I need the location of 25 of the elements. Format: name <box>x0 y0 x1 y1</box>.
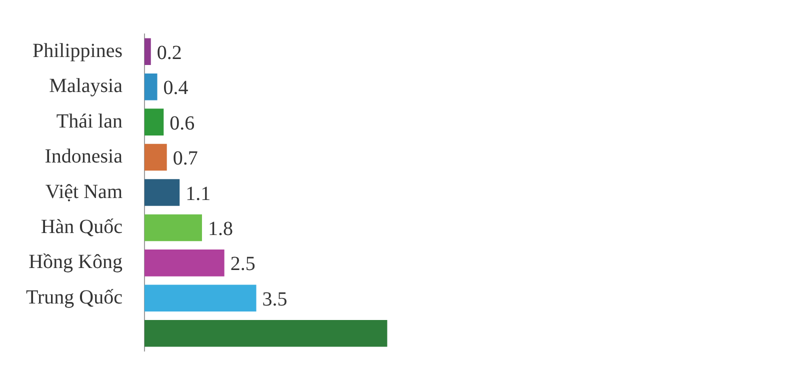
y-tick-label: Thái lan <box>56 110 122 132</box>
data-label: 0.6 <box>170 112 195 134</box>
data-label: 0.7 <box>172 148 198 170</box>
y-tick-label: Hàn Quốc <box>40 216 123 238</box>
bar <box>144 320 388 347</box>
bar <box>144 250 224 276</box>
data-label: 1.1 <box>186 182 211 205</box>
y-tick-label: Trung Quốc <box>26 286 123 308</box>
y-tick-label: Indonesia <box>44 146 123 168</box>
bar <box>144 144 167 171</box>
bar <box>144 284 256 312</box>
data-label: 3.5 <box>262 288 288 310</box>
y-tick-label: Philippines <box>32 40 123 62</box>
y-tick-label: Malaysia <box>49 75 123 98</box>
y-tick-label: Việt Nam <box>45 180 123 203</box>
data-label: 2.5 <box>230 253 256 276</box>
bar <box>144 38 151 65</box>
data-label: 0.4 <box>163 77 188 100</box>
bar <box>144 73 158 100</box>
bar <box>144 214 202 242</box>
data-label: 0.2 <box>156 42 182 64</box>
y-tick-label: Hồng Kông <box>28 251 122 274</box>
bar <box>144 179 180 206</box>
data-label: 1.8 <box>208 218 233 240</box>
bar <box>144 108 164 136</box>
